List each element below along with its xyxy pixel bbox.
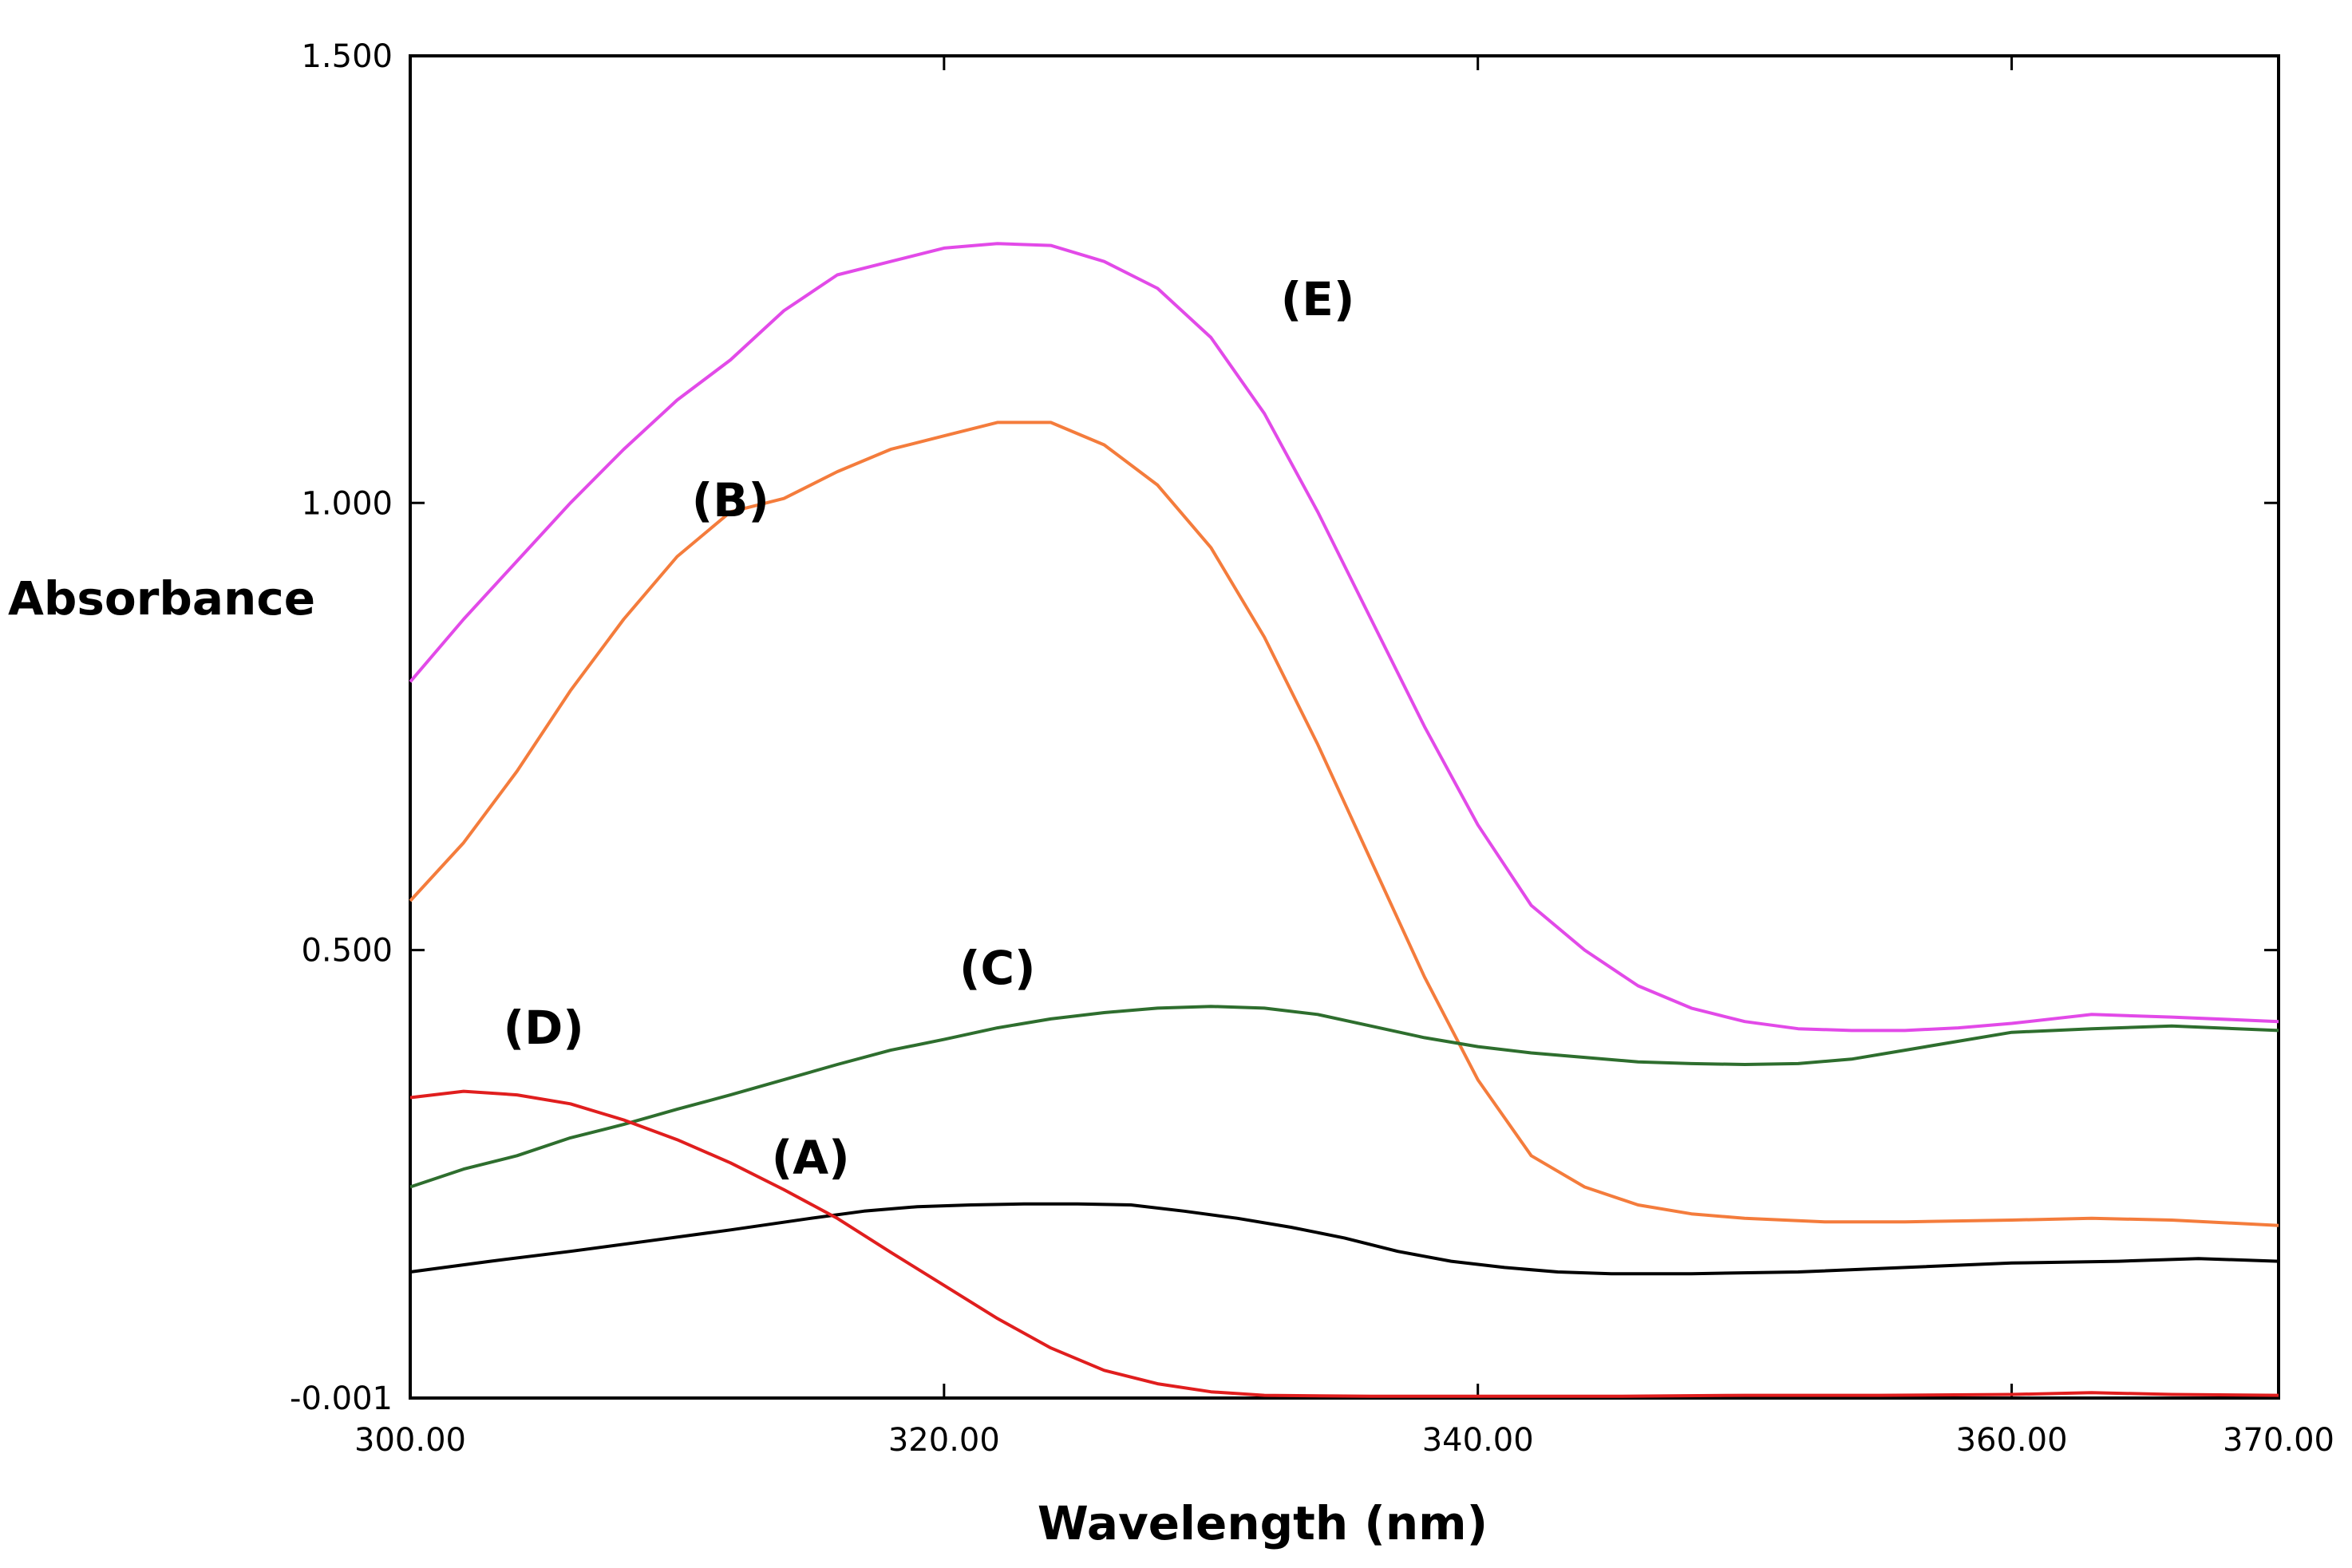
x-axis-title: Wavelength (nm): [1038, 1496, 1488, 1550]
series-label-c: (C): [959, 941, 1036, 995]
x-tick-label: 320.00: [888, 1422, 1000, 1459]
x-tick-label: 300.00: [354, 1422, 466, 1459]
y-axis-ticks: -0.001 0.500 1.000 1.500: [290, 38, 2279, 1417]
series-label-d: (D): [504, 1001, 584, 1055]
x-tick-label: 340.00: [1422, 1422, 1534, 1459]
series-label-a: (A): [772, 1131, 850, 1185]
series-labels: (A) (B) (C) (D) (E): [504, 272, 1355, 1185]
series-lines: [409, 242, 2279, 1398]
x-axis-ticks: 300.00 320.00 340.00 360.00 370.00: [354, 56, 2334, 1459]
y-tick-label: 1.000: [301, 485, 393, 522]
y-tick-label: -0.001: [290, 1380, 393, 1417]
series-line-c: [409, 1005, 2279, 1189]
series-line-a: [409, 1202, 2279, 1276]
y-axis-title: Absorbance: [8, 571, 315, 626]
x-tick-label: 360.00: [1956, 1422, 2068, 1459]
series-label-b: (B): [692, 473, 769, 527]
series-label-e: (E): [1281, 272, 1355, 326]
series-line-d: [409, 1089, 2279, 1398]
series-line-b: [409, 421, 2279, 1227]
x-tick-label: 370.00: [2223, 1422, 2334, 1459]
y-tick-label: 1.500: [301, 38, 393, 75]
series-line-e: [409, 242, 2279, 1033]
y-tick-label: 0.500: [301, 933, 393, 970]
plot-frame: [409, 54, 2280, 1400]
